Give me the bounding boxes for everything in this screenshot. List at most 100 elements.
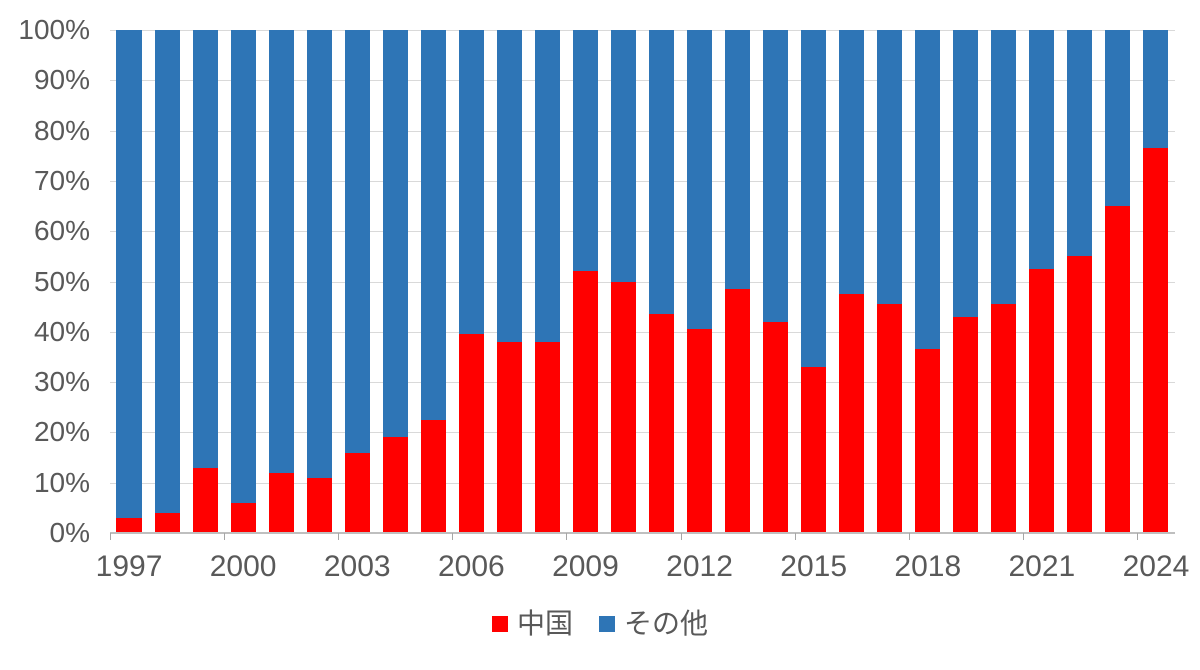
y-axis-label-100: 100% (18, 14, 90, 45)
bar-segment-others-2014 (763, 30, 789, 322)
gridline-80 (110, 130, 1175, 132)
bar-segment-others-2023 (1105, 30, 1131, 207)
bar-slot-2023 (1099, 30, 1137, 533)
bar-segment-china-2015 (801, 367, 827, 533)
bar-segment-others-2015 (801, 30, 827, 368)
x-axis-label-1997: 1997 (95, 550, 163, 583)
bar-segment-others-1997 (116, 30, 142, 518)
bar-slot-2018 (909, 30, 947, 533)
x-tick-2000 (224, 533, 226, 540)
bar-segment-china-2017 (877, 304, 903, 533)
bar-segment-china-2016 (839, 294, 865, 533)
bar-slot-2008 (528, 30, 566, 533)
bar-segment-china-2012 (686, 329, 713, 533)
stacked-bar-2006 (458, 30, 484, 533)
stacked-bar-2011 (648, 30, 674, 533)
bar-slot-2011 (642, 30, 680, 533)
stacked-bar-1997 (116, 30, 142, 533)
x-tick-2009 (566, 533, 568, 540)
stacked-bar-2024 (1143, 30, 1169, 533)
bar-segment-others-2003 (344, 30, 370, 453)
stacked-bar-2017 (877, 30, 903, 533)
stacked-bar-2002 (306, 30, 332, 533)
bar-segment-china-2007 (496, 341, 522, 533)
bar-segment-china-2000 (230, 502, 256, 533)
bar-segment-china-1999 (192, 467, 218, 533)
x-axis-label-2003: 2003 (323, 550, 391, 583)
bar-segment-others-2021 (1029, 30, 1055, 269)
bar-slot-1997 (110, 30, 148, 533)
stacked-bar-2000 (230, 30, 256, 533)
bar-segment-others-2018 (915, 30, 941, 350)
x-axis-label-2009: 2009 (552, 550, 619, 583)
bar-segment-china-2023 (1105, 206, 1131, 533)
bar-segment-others-2000 (230, 30, 256, 503)
bar-slot-2009 (566, 30, 604, 533)
bar-segment-others-2007 (496, 30, 522, 342)
bar-segment-others-2006 (458, 30, 484, 335)
bar-segment-others-2004 (382, 30, 408, 438)
y-axis-label-0: 0% (49, 517, 90, 548)
stacked-bar-2014 (763, 30, 789, 533)
bar-segment-china-2008 (534, 341, 560, 533)
bar-slot-2005 (414, 30, 452, 533)
bar-slot-2002 (300, 30, 338, 533)
stacked-bar-2007 (496, 30, 522, 533)
bar-slot-2004 (376, 30, 414, 533)
stacked-bar-1998 (154, 30, 180, 533)
stacked-bar-2019 (953, 30, 979, 533)
bar-slot-2007 (490, 30, 528, 533)
stacked-bar-2008 (534, 30, 560, 533)
x-axis-label-2021: 2021 (1008, 550, 1076, 583)
bar-segment-others-2012 (686, 30, 713, 330)
plot-area (110, 30, 1175, 534)
x-tick-2021 (1022, 533, 1024, 540)
bar-segment-others-2008 (534, 30, 560, 342)
y-axis-label-80: 80% (33, 114, 90, 146)
bar-segment-others-2022 (1067, 30, 1093, 257)
stacked-bar-2022 (1067, 30, 1093, 533)
bar-segment-china-2006 (458, 334, 484, 533)
gridline-10 (110, 482, 1175, 484)
bar-slot-2012 (680, 30, 718, 533)
bar-segment-china-2024 (1143, 148, 1169, 533)
gridline-30 (110, 382, 1175, 384)
bar-slot-2013 (719, 30, 757, 533)
gridline-50 (110, 281, 1175, 283)
x-axis-line (110, 532, 1175, 534)
bar-slot-1998 (148, 30, 186, 533)
x-tick-2006 (452, 533, 454, 540)
legend-label-china: 中国 (516, 608, 573, 639)
bar-segment-china-2009 (572, 271, 598, 533)
bar-slot-2017 (871, 30, 909, 533)
legend: 中国 その他 (0, 610, 1200, 638)
bar-slot-2015 (795, 30, 833, 533)
gridline-20 (110, 432, 1175, 434)
legend-label-others: その他 (624, 608, 709, 639)
y-axis-label-30: 30% (33, 366, 90, 398)
bar-slot-2022 (1061, 30, 1099, 533)
y-axis-label-20: 20% (33, 416, 90, 448)
x-tick-1997 (110, 533, 111, 540)
bar-slot-2010 (604, 30, 642, 533)
bar-slot-2014 (757, 30, 795, 533)
stacked-bar-2015 (801, 30, 827, 533)
bar-slot-2024 (1137, 30, 1175, 533)
others-swatch-icon (599, 616, 615, 632)
stacked-bar-2013 (724, 30, 751, 533)
y-axis-label-40: 40% (33, 315, 90, 347)
x-axis-label-2024: 2024 (1122, 550, 1190, 583)
bar-segment-china-2002 (306, 477, 332, 533)
stacked-bar-2003 (344, 30, 370, 533)
bar-segment-china-2020 (991, 304, 1017, 533)
bar-segment-china-1998 (154, 512, 180, 533)
bar-segment-others-2020 (991, 30, 1017, 305)
bar-segment-china-2005 (420, 419, 446, 533)
x-tick-2012 (680, 533, 682, 540)
bar-segment-china-2014 (763, 321, 789, 533)
x-axis-label-2018: 2018 (894, 550, 962, 583)
bar-segment-others-2019 (953, 30, 979, 317)
bar-segment-others-2001 (268, 30, 294, 473)
bar-segment-others-2002 (306, 30, 332, 478)
bar-segment-others-1998 (154, 30, 180, 513)
